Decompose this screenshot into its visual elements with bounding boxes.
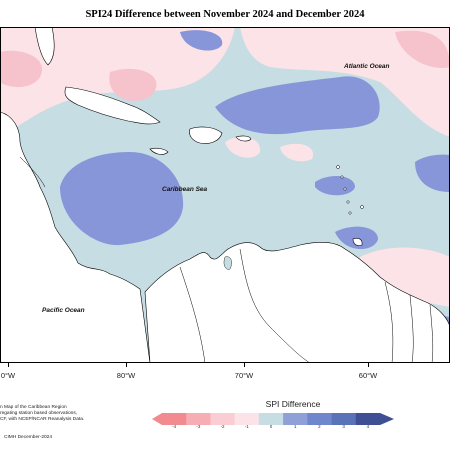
legend-arrow-right: [380, 413, 394, 425]
footnote-line: regating station based observations,: [0, 411, 78, 416]
legend-color-cell: [258, 413, 284, 425]
lon-tick-mark-0: [8, 363, 9, 367]
dry-patch-3: [395, 30, 450, 68]
trinidad: [352, 237, 363, 246]
lake-maracaibo: [223, 256, 232, 270]
florida: [34, 27, 55, 66]
legend-tick-label: 1: [293, 424, 297, 429]
lon-tick-label: 70°W: [234, 371, 254, 380]
wet-area-atlantic: [215, 76, 380, 135]
legend-color-cell: [234, 413, 260, 425]
legend-tick-row: -4 -3 -2 -1 0 1 2 3 4: [0, 424, 450, 434]
lon-tick-mark-1: [126, 363, 127, 367]
legend-color-cell: [210, 413, 235, 425]
legend-color-cell: [162, 413, 187, 425]
dry-patch-5: [280, 143, 314, 162]
legend-color-cell: [355, 413, 381, 425]
puerto-rico: [235, 135, 252, 142]
lon-tick-label: 0°W: [0, 371, 16, 380]
lon-tick-mark-2: [244, 363, 245, 367]
legend-tick-label: -3: [196, 424, 201, 429]
legend-color-cell: [283, 413, 308, 425]
pacific-ocean-label: Pacific Ocean: [42, 307, 85, 314]
dry-patch-2: [109, 68, 157, 101]
legend-color-cell: [307, 413, 332, 425]
atlantic-ocean-label: Atlantic Ocean: [344, 63, 390, 70]
south-america: [144, 242, 450, 363]
lon-tick-mark-3: [368, 363, 369, 367]
dry-area-northeast: [240, 27, 450, 137]
lon-tick-label: 80°W: [116, 371, 136, 380]
wet-patch-east: [415, 154, 450, 192]
map-title: SPI24 Difference between November 2024 a…: [85, 9, 365, 20]
wet-patch-venezuela: [335, 226, 378, 250]
legend-colorbar: [152, 413, 394, 425]
wet-area-caribbean-west: [60, 152, 184, 246]
legend-tick-label: 0: [269, 424, 273, 429]
legend-tick-label: 4: [366, 424, 370, 429]
central-america: [0, 111, 151, 363]
dry-patch-1: [0, 50, 42, 87]
map-area: [0, 27, 450, 363]
footnote-credit: CIMH December-2024: [4, 435, 52, 440]
legend-tick-label: -1: [244, 424, 249, 429]
legend-tick-label: 3: [342, 424, 345, 429]
jamaica: [149, 147, 169, 155]
legend-color-cell: [331, 413, 357, 425]
lesser-antilles: [336, 165, 364, 215]
lon-tick-label: 60°W: [358, 371, 378, 380]
spi-map: [0, 27, 450, 363]
dry-area-southeast: [360, 247, 450, 307]
legend-title: SPI Difference: [265, 399, 321, 409]
legend-tick-label: -4: [172, 424, 177, 429]
land-masses: [0, 27, 450, 363]
legend-color-cell: [186, 413, 211, 425]
wet-patch-north: [180, 30, 223, 51]
cuba: [64, 86, 161, 125]
legend-tick-label: -2: [220, 424, 225, 429]
hispaniola: [189, 126, 223, 144]
dry-patch-4: [225, 136, 261, 158]
footnote-line: CF, with NCEP/NCAR Reanalysis Data.: [0, 417, 85, 422]
country-borders: [19, 156, 434, 363]
caribbean-sea-label: Caribbean Sea: [162, 186, 208, 193]
legend-arrow-left: [152, 413, 162, 425]
footnote-line: n Map of the Caribbean Region: [0, 405, 67, 410]
legend-tick-label: 2: [318, 424, 321, 429]
